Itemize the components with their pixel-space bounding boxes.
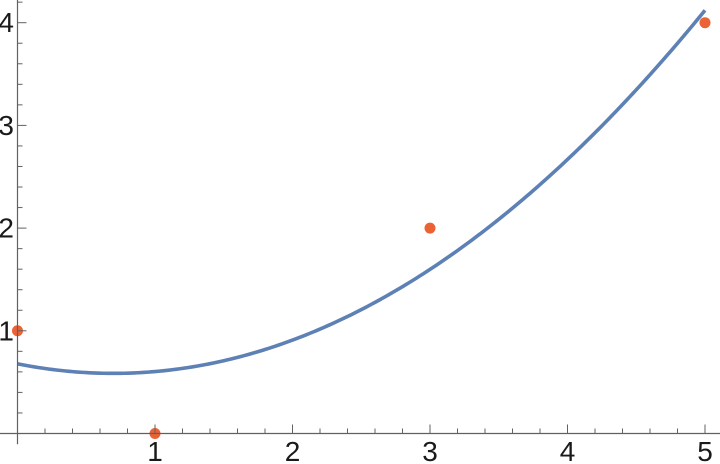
data-point (699, 17, 711, 29)
y-tick-label: 1 (0, 315, 14, 346)
x-tick-label: 3 (422, 436, 438, 464)
x-tick-label: 2 (285, 436, 301, 464)
y-tick-label: 3 (0, 110, 14, 141)
data-point (424, 222, 436, 234)
fit-curve (17, 9, 707, 376)
x-tick-label: 1 (147, 436, 163, 464)
x-tick-label: 5 (697, 436, 713, 464)
y-tick-label: 4 (0, 7, 14, 38)
y-tick-label: 2 (0, 213, 14, 244)
x-tick-label: 4 (560, 436, 576, 464)
